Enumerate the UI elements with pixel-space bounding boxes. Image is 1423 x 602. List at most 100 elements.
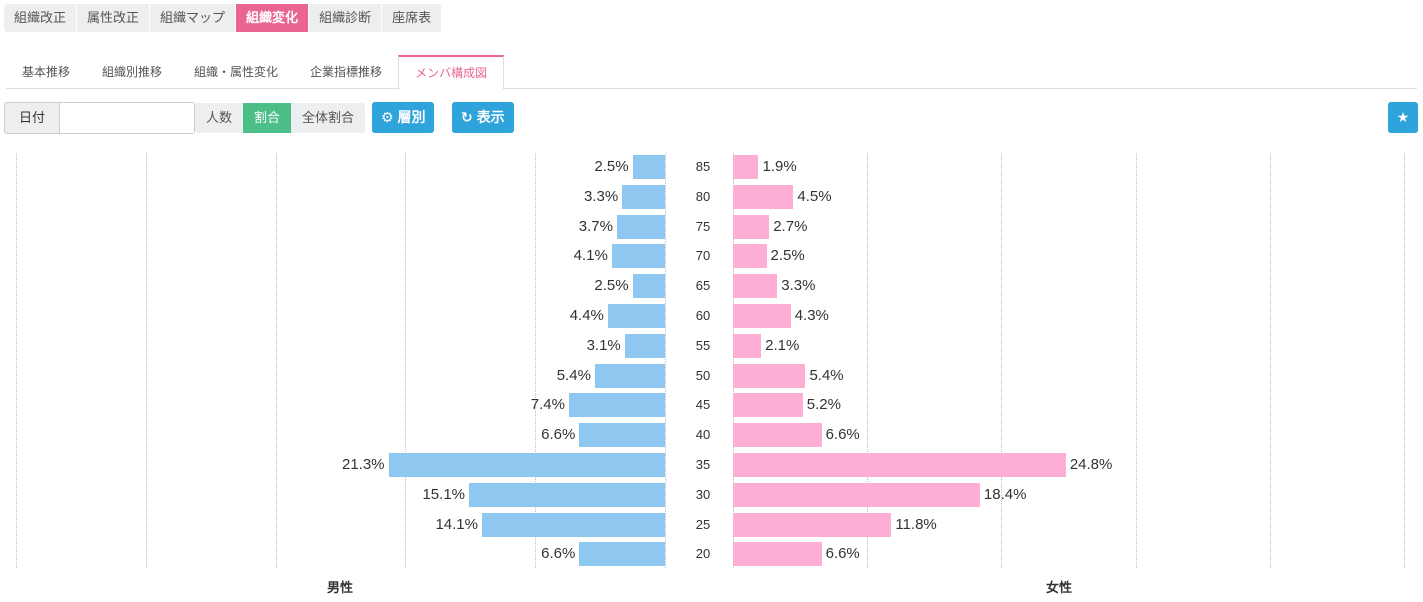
male-bar bbox=[624, 333, 665, 358]
mode-toggle: 人数 割合 全体割合 bbox=[195, 103, 366, 133]
gridline bbox=[405, 153, 407, 568]
female-value-label: 3.3% bbox=[781, 277, 816, 295]
female-value-label: 2.5% bbox=[770, 247, 805, 265]
female-bar bbox=[733, 333, 762, 358]
age-label: 35 bbox=[695, 457, 711, 472]
date-field: 日付 bbox=[4, 102, 196, 134]
female-value-label: 1.9% bbox=[762, 158, 797, 175]
sub-tab[interactable]: 組織・属性変化 bbox=[194, 65, 279, 79]
age-label: 30 bbox=[695, 486, 711, 502]
refresh-icon: ↻ bbox=[461, 109, 473, 125]
male-value-label: 14.1% bbox=[435, 515, 478, 533]
female-value-label: 18.4% bbox=[983, 485, 1027, 503]
male-bar bbox=[611, 244, 665, 269]
gridline bbox=[145, 153, 147, 568]
top-nav-item[interactable]: 組織改正 bbox=[4, 4, 78, 32]
female-bar bbox=[733, 542, 822, 567]
age-label: 45 bbox=[695, 397, 711, 413]
top-nav: 組織改正 属性改正 組織マップ 組織変化 組織診断 座席表 bbox=[4, 4, 443, 32]
age-label: 20 bbox=[695, 546, 711, 562]
gridline bbox=[1269, 153, 1271, 568]
sub-tab[interactable]: 組織別推移 bbox=[102, 65, 163, 79]
age-label: 75 bbox=[695, 218, 711, 234]
female-value-label: 6.6% bbox=[825, 545, 860, 563]
female-value-label: 24.8% bbox=[1069, 456, 1113, 473]
female-bar bbox=[733, 512, 892, 537]
female-axis-title: 女性 bbox=[1046, 580, 1073, 595]
age-label: 60 bbox=[695, 308, 711, 323]
female-value-label: 5.2% bbox=[806, 396, 841, 414]
layer-label: 層別 bbox=[397, 109, 426, 125]
female-bar bbox=[733, 274, 778, 299]
layer-button[interactable]: ⚙ 層別 bbox=[372, 102, 435, 133]
male-bar bbox=[579, 542, 665, 567]
gridline bbox=[275, 153, 277, 568]
age-label: 85 bbox=[695, 159, 711, 174]
female-bar bbox=[733, 184, 794, 209]
male-value-label: 4.4% bbox=[569, 307, 604, 324]
female-bar bbox=[733, 453, 1066, 477]
male-bar bbox=[632, 155, 665, 179]
top-nav-item[interactable]: 組織診断 bbox=[309, 4, 383, 32]
gridline bbox=[1135, 153, 1137, 568]
female-bar bbox=[733, 482, 980, 507]
female-bar bbox=[733, 244, 767, 269]
male-bar bbox=[594, 363, 665, 388]
mode-count[interactable]: 人数 bbox=[206, 110, 233, 125]
male-axis-title: 男性 bbox=[327, 580, 354, 595]
female-value-label: 2.7% bbox=[773, 217, 808, 235]
male-bar bbox=[616, 214, 665, 239]
male-value-label: 2.5% bbox=[594, 277, 629, 295]
mode-ratio[interactable]: 割合 bbox=[243, 103, 292, 133]
gridline bbox=[733, 153, 734, 568]
male-bar bbox=[469, 482, 665, 507]
sub-tabs: 基本推移 組織別推移 組織・属性変化 企業指標推移 メンバ構成図 bbox=[6, 55, 1417, 90]
male-bar bbox=[568, 393, 665, 418]
star-icon: ★ bbox=[1396, 109, 1410, 125]
female-value-label: 5.4% bbox=[809, 366, 844, 384]
top-nav-item[interactable]: 組織マップ bbox=[150, 4, 237, 32]
gear-icon: ⚙ bbox=[381, 109, 394, 125]
show-button[interactable]: ↻ 表示 bbox=[452, 102, 514, 133]
female-bar bbox=[733, 304, 791, 328]
male-value-label: 6.6% bbox=[541, 545, 576, 563]
male-bar bbox=[632, 274, 665, 299]
male-value-label: 2.5% bbox=[594, 158, 629, 175]
gridline bbox=[867, 153, 869, 568]
male-value-label: 21.3% bbox=[341, 456, 385, 473]
female-value-label: 4.5% bbox=[797, 187, 832, 205]
sub-tab[interactable]: メンバ構成図 bbox=[398, 55, 505, 90]
female-bar bbox=[733, 423, 822, 448]
male-bar bbox=[388, 453, 665, 477]
male-value-label: 3.7% bbox=[578, 217, 613, 235]
male-bar bbox=[579, 423, 665, 448]
top-nav-item[interactable]: 座席表 bbox=[382, 4, 443, 32]
sub-tab[interactable]: 基本推移 bbox=[22, 65, 71, 79]
male-bar bbox=[622, 184, 665, 209]
population-pyramid: 男性 女性 2.5% 85 1.9% 3.3% 80 4.5% 3.7% 75 2.7% 4.1%… bbox=[0, 150, 1423, 600]
gridline bbox=[16, 153, 17, 568]
top-nav-item[interactable]: 属性改正 bbox=[77, 4, 151, 32]
female-bar bbox=[733, 214, 770, 239]
female-value-label: 4.3% bbox=[794, 307, 829, 324]
age-label: 25 bbox=[695, 516, 711, 532]
age-label: 40 bbox=[695, 427, 711, 443]
date-input[interactable] bbox=[60, 103, 195, 133]
male-value-label: 15.1% bbox=[422, 485, 466, 503]
male-value-label: 3.1% bbox=[586, 336, 621, 354]
female-bar bbox=[733, 393, 803, 418]
mode-total-ratio[interactable]: 全体割合 bbox=[302, 110, 355, 125]
male-bar bbox=[481, 512, 665, 537]
sub-tab[interactable]: 企業指標推移 bbox=[310, 65, 383, 79]
age-label: 55 bbox=[695, 337, 711, 353]
top-nav-item[interactable]: 組織変化 bbox=[236, 4, 310, 32]
gridline bbox=[1404, 153, 1405, 568]
male-value-label: 6.6% bbox=[541, 426, 576, 444]
female-value-label: 11.8% bbox=[895, 515, 937, 533]
favorite-button[interactable]: ★ bbox=[1388, 102, 1418, 133]
age-label: 80 bbox=[695, 188, 711, 204]
show-label: 表示 bbox=[476, 109, 505, 125]
gridline bbox=[665, 153, 666, 568]
male-value-label: 3.3% bbox=[583, 187, 619, 205]
male-value-label: 5.4% bbox=[556, 366, 591, 384]
